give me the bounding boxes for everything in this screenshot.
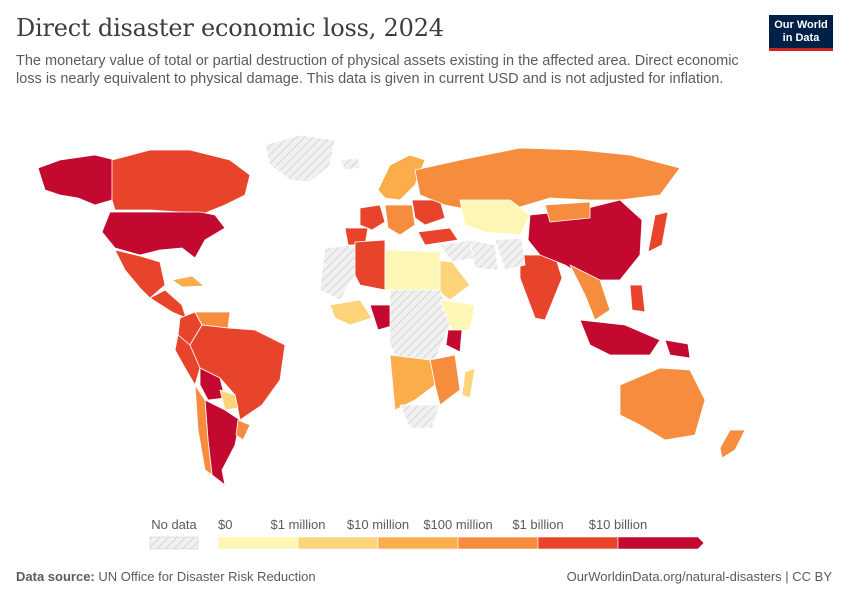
region-papua[interactable] [664,339,691,359]
source-footer: Data source: UN Office for Disaster Risk… [16,569,316,584]
region-north-africa-west[interactable] [319,244,356,301]
region-alaska[interactable] [37,154,116,206]
legend-bin-label: $1 million [271,517,326,532]
region-kenya[interactable] [445,329,463,353]
region-middle-east[interactable] [439,239,476,263]
region-france[interactable] [359,204,386,231]
legend-swatch[interactable] [217,536,299,550]
legend-swatch[interactable] [457,536,539,550]
region-cuba[interactable] [171,275,205,288]
region-canada[interactable] [111,149,251,214]
region-chile[interactable] [194,384,213,476]
region-central-america[interactable] [149,289,187,319]
region-mongolia[interactable] [544,201,591,223]
region-paraguay[interactable] [219,389,239,411]
region-australia[interactable] [619,367,706,441]
legend-no-data-label: No data [151,517,197,532]
region-southern-africa[interactable] [389,354,436,411]
region-mexico[interactable] [114,249,166,299]
legend-bin-label: $10 million [347,517,409,532]
world-map [37,134,746,486]
url-footer[interactable]: OurWorldinData.org/natural-disasters | C… [566,569,832,584]
region-russia[interactable] [414,147,681,211]
region-ethiopia-somalia[interactable] [439,299,476,331]
region-east-africa-south[interactable] [429,354,461,406]
legend-swatch[interactable] [297,536,379,550]
region-iceland[interactable] [339,157,361,171]
region-pakistan-afg[interactable] [494,237,526,271]
region-usa[interactable] [101,211,226,259]
legend-swatch[interactable] [537,536,619,550]
chart-title: Direct disaster economic loss, 2024 [16,14,444,42]
source-label: Data source: [16,569,95,584]
region-eastern-europe[interactable] [411,199,446,226]
region-iran[interactable] [469,239,499,271]
region-kazakhstan[interactable] [459,199,531,236]
region-southeast-asia[interactable] [569,264,611,321]
region-madagascar[interactable] [461,367,476,399]
legend-no-data-swatch[interactable] [149,536,199,550]
region-philippines[interactable] [629,284,646,313]
source-text[interactable]: UN Office for Disaster Risk Reduction [98,569,316,584]
region-indonesia[interactable] [579,319,661,356]
owid-logo[interactable]: Our World in Data [769,15,833,51]
legend-bin-label: $0 [218,517,232,532]
region-japan[interactable] [647,211,669,253]
chart-subtitle: The monetary value of total or partial d… [16,53,739,87]
legend-bin-label: $1 billion [512,517,563,532]
region-new-zealand[interactable] [719,429,746,459]
logo-line-2: in Data [782,32,820,44]
region-bolivia[interactable] [199,367,226,401]
legend-bin-label: $100 million [423,517,492,532]
legend-swatch[interactable] [377,536,459,550]
region-greenland[interactable] [264,134,336,183]
region-algeria[interactable] [354,239,386,291]
region-brazil[interactable] [189,324,286,421]
region-uruguay[interactable] [235,419,251,441]
legend-swatch[interactable] [617,536,705,550]
region-libya-egypt[interactable] [384,249,441,291]
region-turkey[interactable] [417,227,459,246]
region-south-africa[interactable] [399,404,441,429]
color-legend: No data $0 $1 million $10 million $100 mill… [149,517,705,550]
legend-bin-label: $10 billion [589,517,648,532]
region-west-africa[interactable] [329,299,373,326]
logo-line-1: Our World [774,19,828,31]
region-india[interactable] [519,254,563,321]
region-central-europe[interactable] [384,204,416,236]
